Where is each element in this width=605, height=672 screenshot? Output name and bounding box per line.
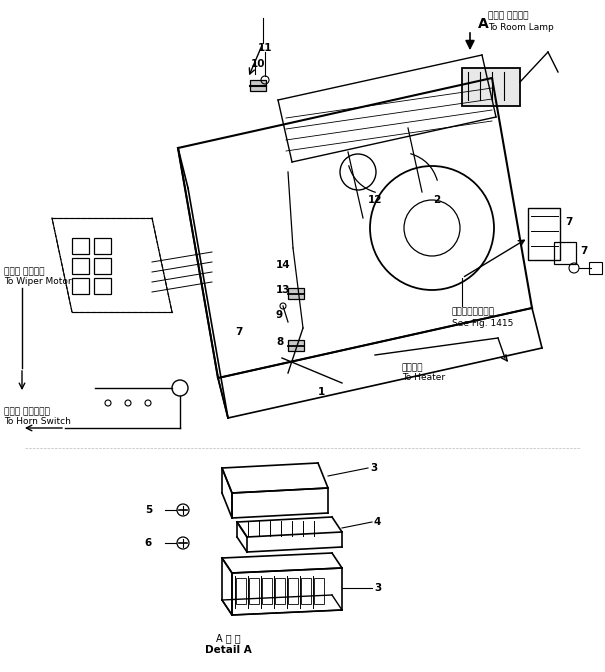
Text: 7: 7 [565, 217, 572, 227]
Text: 11: 11 [258, 43, 272, 53]
Text: 7: 7 [235, 327, 243, 337]
Text: ワイパ モータへ: ワイパ モータへ [4, 267, 45, 276]
Bar [72, 258, 89, 274]
Text: 3: 3 [370, 463, 378, 473]
Bar [250, 80, 266, 91]
Text: 9: 9 [276, 310, 283, 320]
Bar [288, 578, 298, 604]
Text: 4: 4 [374, 517, 381, 527]
Text: To Wiper Motor: To Wiper Motor [4, 278, 71, 286]
Bar [275, 578, 285, 604]
Bar [462, 68, 520, 106]
Text: A: A [478, 17, 489, 31]
Text: 8: 8 [276, 337, 283, 347]
Text: See Fig. 1415: See Fig. 1415 [452, 319, 514, 327]
Bar [314, 578, 324, 604]
Bar [554, 242, 576, 264]
Bar [288, 288, 304, 299]
Bar [262, 578, 272, 604]
Bar [589, 262, 602, 274]
Bar [94, 258, 111, 274]
Text: To Heater: To Heater [402, 374, 445, 382]
Text: 13: 13 [276, 285, 290, 295]
Text: ホーン スイッチへ: ホーン スイッチへ [4, 407, 50, 417]
Bar [236, 578, 246, 604]
Text: 5: 5 [145, 505, 152, 515]
Text: A 詳 図: A 詳 図 [216, 633, 240, 643]
Bar [94, 278, 111, 294]
Text: ルーム ランプへ: ルーム ランプへ [488, 11, 529, 21]
Bar [72, 278, 89, 294]
Text: To Horn Switch: To Horn Switch [4, 417, 71, 427]
Bar [288, 340, 304, 351]
Text: 第１４１５図参照: 第１４１５図参照 [452, 308, 495, 317]
Bar [301, 578, 311, 604]
Bar [72, 238, 89, 254]
Text: To Room Lamp: To Room Lamp [488, 22, 554, 32]
Text: 2: 2 [433, 195, 440, 205]
Text: 1: 1 [318, 387, 325, 397]
Text: 7: 7 [580, 246, 587, 256]
Bar [94, 238, 111, 254]
Text: 3: 3 [374, 583, 381, 593]
Text: 14: 14 [276, 260, 290, 270]
Text: ヒータへ: ヒータへ [402, 364, 424, 372]
Text: Detail A: Detail A [204, 645, 251, 655]
Text: 6: 6 [145, 538, 152, 548]
Bar [528, 208, 560, 260]
Text: 12: 12 [368, 195, 382, 205]
Text: 10: 10 [250, 59, 265, 69]
Bar [249, 578, 259, 604]
